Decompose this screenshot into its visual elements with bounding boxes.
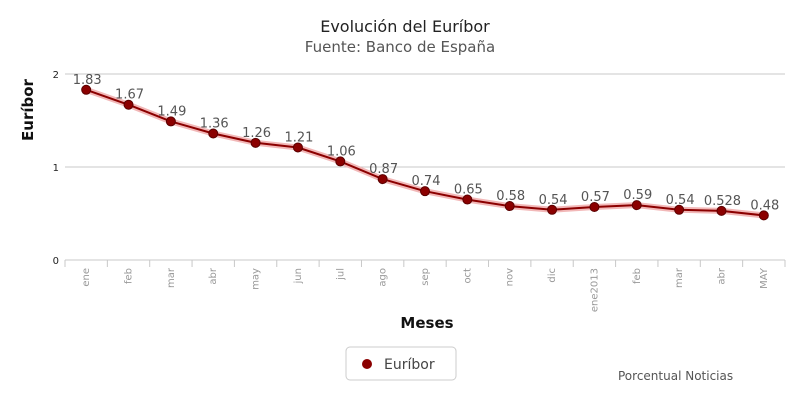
data-point[interactable]	[589, 201, 600, 212]
data-label: 0.74	[412, 174, 441, 189]
data-label: 0.54	[539, 193, 568, 208]
data-point[interactable]	[165, 116, 176, 127]
data-label: 1.49	[157, 104, 186, 119]
x-tick-label: jul	[335, 268, 346, 281]
data-label: 1.67	[115, 88, 144, 103]
data-label: 1.83	[73, 73, 102, 88]
data-point[interactable]	[674, 204, 685, 215]
x-tick-label: jun	[293, 268, 304, 284]
data-point[interactable]	[377, 174, 388, 185]
x-tick-label: nov	[505, 268, 516, 286]
data-point[interactable]	[81, 84, 92, 95]
x-tick-label: may	[251, 268, 262, 290]
data-point[interactable]	[420, 186, 430, 197]
series-line	[85, 88, 764, 217]
y-axis-title: Euríbor	[19, 78, 37, 141]
gridlines	[65, 73, 785, 261]
data-label: 0.59	[623, 188, 652, 203]
y-axis-ticks: 0 1 2	[53, 70, 59, 267]
data-point[interactable]	[335, 156, 346, 167]
y-tick-label: 1	[53, 163, 59, 174]
y-tick-label: 2	[53, 70, 59, 81]
data-point[interactable]	[462, 194, 473, 205]
legend-box	[345, 346, 457, 381]
x-tick-label: abr	[716, 267, 727, 284]
legend-marker	[362, 359, 372, 369]
data-point[interactable]	[631, 200, 642, 211]
data-point[interactable]	[292, 142, 303, 153]
x-tick-label: MAY	[759, 267, 770, 289]
data-label: 1.26	[242, 126, 271, 141]
data-point[interactable]	[250, 137, 261, 148]
data-label: 0.87	[369, 162, 398, 177]
y-tick-label: 0	[53, 256, 59, 267]
x-tick-label: abr	[208, 267, 219, 284]
data-label: 0.54	[666, 193, 695, 208]
data-label: 0.57	[581, 190, 610, 205]
x-axis-ticks: ene feb mar abr may jun jul ago sep oct nov dic ene2…	[64, 260, 786, 312]
data-label: 1.06	[327, 144, 356, 159]
data-label: 0.65	[454, 183, 483, 198]
x-tick-label: sep	[420, 268, 431, 286]
x-tick-label: feb	[632, 268, 643, 284]
chart-credit: Porcentual Noticias	[618, 369, 733, 383]
legend-label: Euríbor	[384, 357, 435, 373]
data-point[interactable]	[208, 128, 219, 139]
data-label: 1.36	[200, 117, 229, 132]
data-point[interactable]	[758, 210, 769, 221]
x-tick-label: feb	[124, 268, 135, 284]
chart-subtitle: Fuente: Banco de España	[305, 38, 495, 56]
x-tick-label: mar	[674, 267, 685, 288]
plot-area: 1.83 1.67 1.49 1.36 1.26 1.21 1.06 0.87 0.74 0.65…	[73, 73, 779, 221]
series-line-shadow	[83, 86, 767, 219]
x-tick-label: mar	[166, 267, 177, 288]
x-tick-label: dic	[547, 268, 558, 283]
chart-title: Evolución del Euríbor	[320, 17, 490, 36]
data-point[interactable]	[123, 99, 134, 110]
x-axis-title: Meses	[400, 314, 453, 332]
x-tick-label: oct	[462, 268, 473, 284]
data-point[interactable]	[716, 205, 727, 216]
data-point[interactable]	[504, 201, 515, 212]
x-tick-label: ago	[378, 268, 389, 287]
x-tick-label: ene2013	[589, 268, 600, 312]
data-label: 0.58	[496, 189, 525, 204]
data-label: 0.528	[704, 194, 741, 209]
legend[interactable]: Euríbor	[345, 346, 457, 381]
data-label: 0.48	[750, 198, 779, 213]
x-tick-label: ene	[81, 268, 92, 287]
data-label: 1.21	[284, 130, 313, 145]
data-point[interactable]	[547, 204, 558, 215]
